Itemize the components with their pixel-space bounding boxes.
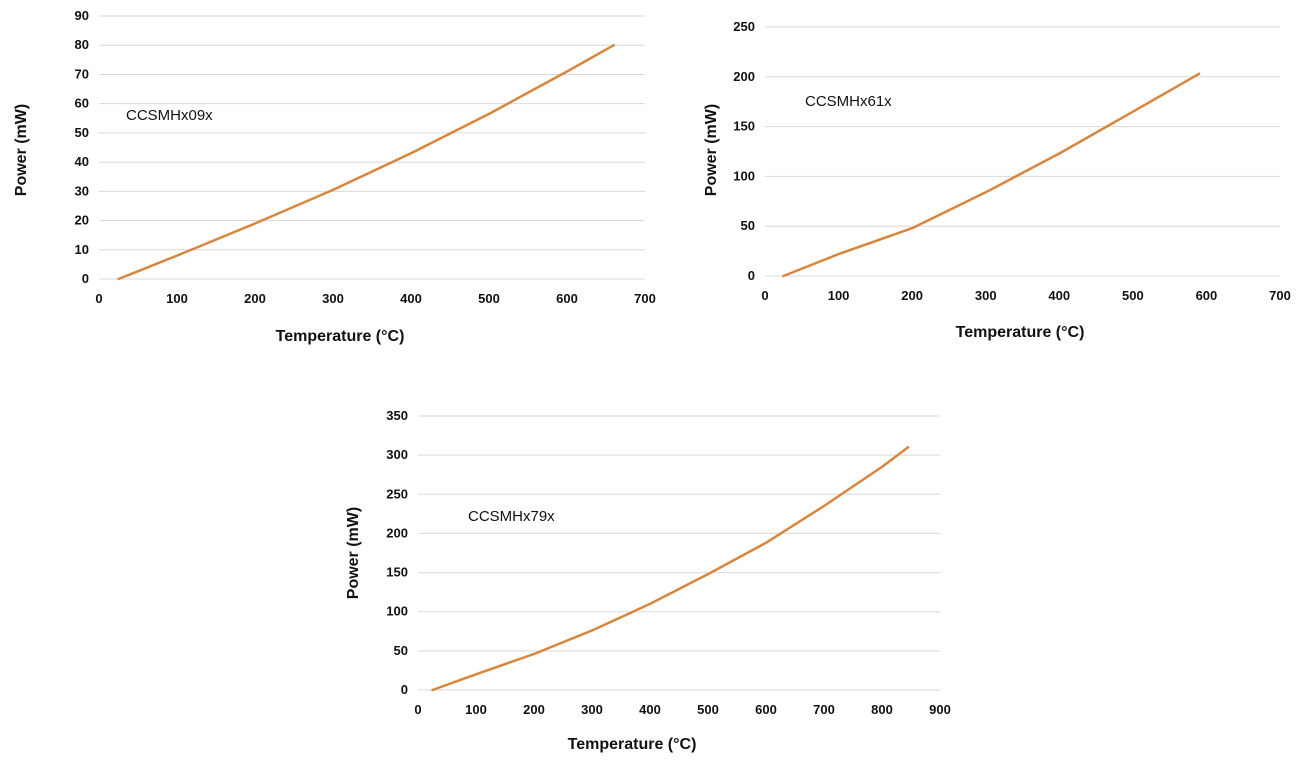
y-tick-label: 50 <box>394 643 408 658</box>
x-tick-label: 100 <box>166 291 188 306</box>
x-tick-label: 100 <box>828 288 850 303</box>
x-tick-label: 400 <box>1048 288 1070 303</box>
chart-ccsmhx09x: 0 10 20 30 40 50 60 70 80 90 0 100 200 300 400 500 600 70… <box>0 0 656 360</box>
x-tick-label: 300 <box>581 702 603 717</box>
x-tick-label: 900 <box>929 702 951 717</box>
x-tick-label: 500 <box>1122 288 1144 303</box>
x-tick-label: 700 <box>1269 288 1291 303</box>
chart-ccsmhx61x: 0 50 100 150 200 250 0 100 200 300 400 500 600 700 Pow… <box>690 0 1312 360</box>
x-axis-label: Temperature (°C) <box>567 736 697 753</box>
model-annotation: CCSMHx79x <box>468 508 555 525</box>
x-axis-label: Temperature (°C) <box>275 328 405 345</box>
x-axis-label: Temperature (°C) <box>955 324 1085 341</box>
y-tick-label: 50 <box>75 125 89 140</box>
x-tick-label: 500 <box>697 702 719 717</box>
x-tick-label: 0 <box>414 702 421 717</box>
y-tick-label: 80 <box>75 37 89 52</box>
y-tick-label: 100 <box>733 168 755 183</box>
x-tick-label: 600 <box>1196 288 1218 303</box>
x-tick-label: 0 <box>761 288 768 303</box>
chart-svg: 0 50 100 150 200 250 300 350 0 100 200 300 400 500 600… <box>386 408 951 717</box>
model-annotation: CCSMHx09x <box>126 107 213 124</box>
x-tick-label: 400 <box>400 291 422 306</box>
chart-svg: 0 50 100 150 200 250 0 100 200 300 400 500 600 700 <box>733 19 1291 303</box>
y-tick-label: 50 <box>741 218 755 233</box>
x-tick-label: 800 <box>871 702 893 717</box>
x-tick-label: 300 <box>975 288 997 303</box>
y-tick-label: 250 <box>733 19 755 34</box>
x-tick-label: 600 <box>556 291 578 306</box>
y-tick-label: 0 <box>82 271 89 286</box>
y-tick-label: 60 <box>75 96 89 111</box>
x-tick-label: 100 <box>465 702 487 717</box>
y-axis-label: Power (mW) <box>13 103 30 197</box>
chart-svg: 0 10 20 30 40 50 60 70 80 90 0 100 200 300 400 500 600 70… <box>75 8 656 306</box>
x-tick-label: 300 <box>322 291 344 306</box>
y-tick-label: 200 <box>733 69 755 84</box>
series-line <box>117 43 616 281</box>
x-tick-label: 200 <box>901 288 923 303</box>
y-tick-label: 30 <box>75 183 89 198</box>
x-tick-label: 700 <box>634 291 656 306</box>
series-line <box>782 72 1201 278</box>
y-tick-label: 250 <box>386 486 408 501</box>
y-axis-label: Power (mW) <box>703 103 720 197</box>
x-tick-label: 0 <box>95 291 102 306</box>
y-tick-label: 150 <box>733 119 755 134</box>
x-tick-label: 200 <box>244 291 266 306</box>
x-tick-label: 200 <box>523 702 545 717</box>
y-tick-label: 90 <box>75 8 89 23</box>
x-tick-label: 500 <box>478 291 500 306</box>
y-tick-label: 0 <box>748 268 755 283</box>
y-tick-label: 20 <box>75 213 89 228</box>
y-tick-label: 200 <box>386 525 408 540</box>
model-annotation: CCSMHx61x <box>805 93 892 110</box>
series-line <box>431 446 910 692</box>
x-tick-label: 700 <box>813 702 835 717</box>
x-tick-label: 600 <box>755 702 777 717</box>
y-tick-label: 40 <box>75 154 89 169</box>
chart-ccsmhx79x: 0 50 100 150 200 250 300 350 0 100 200 300 400 500 600… <box>330 400 960 766</box>
y-tick-label: 70 <box>75 66 89 81</box>
y-axis-label: Power (mW) <box>345 506 362 600</box>
y-tick-label: 350 <box>386 408 408 423</box>
y-tick-label: 300 <box>386 447 408 462</box>
y-tick-label: 150 <box>386 565 408 580</box>
y-tick-label: 10 <box>75 242 89 257</box>
y-tick-label: 0 <box>401 682 408 697</box>
y-tick-label: 100 <box>386 604 408 619</box>
x-tick-label: 400 <box>639 702 661 717</box>
